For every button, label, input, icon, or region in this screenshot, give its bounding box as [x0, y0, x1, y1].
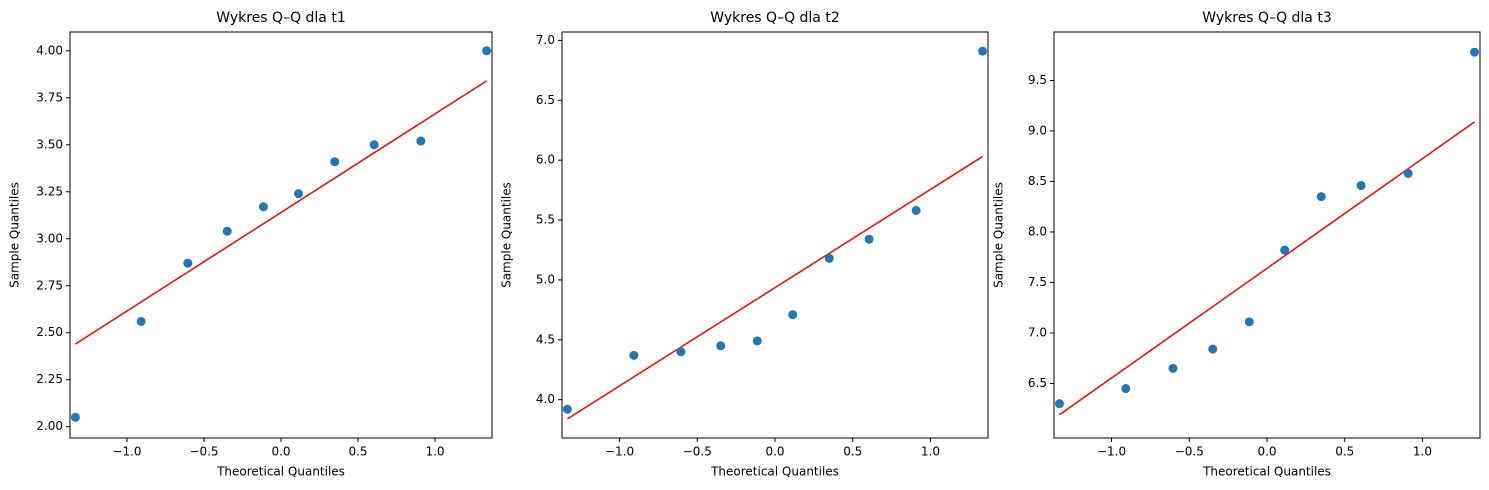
axes-frame: [561, 31, 989, 439]
point: [1470, 47, 1480, 57]
point: [1121, 384, 1131, 394]
y-tick-label: 6.5: [1028, 376, 1047, 390]
point: [629, 350, 639, 360]
point: [258, 202, 268, 212]
y-tick-label: 2.00: [36, 419, 63, 433]
point: [1054, 399, 1064, 409]
x-tick-label: 1.0: [1413, 445, 1432, 459]
point: [416, 136, 426, 146]
fit-line: [567, 155, 983, 420]
y-tick-label: 3.50: [36, 137, 63, 151]
point: [222, 226, 232, 236]
y-axis-label: Sample Quantiles: [8, 182, 22, 288]
point: [294, 189, 304, 199]
point: [978, 46, 988, 56]
y-tick-label: 5.5: [536, 213, 555, 227]
fit-line: [1059, 121, 1475, 416]
axes-frame: [1053, 31, 1481, 439]
y-tick-label: 4.5: [536, 332, 555, 346]
point: [752, 336, 762, 346]
point: [788, 310, 798, 320]
panel: Wykres Q–Q dla t2 Theoretical Quantiles Sa…: [500, 10, 989, 479]
point: [330, 157, 340, 167]
panel-title: Wykres Q–Q dla t1: [216, 10, 346, 26]
y-tick-label: 2.25: [36, 372, 63, 386]
y-tick-label: 9.0: [1028, 123, 1047, 137]
y-tick-label: 5.0: [536, 272, 555, 286]
x-tick-label: −1.0: [112, 445, 141, 459]
y-tick-label: 4.00: [36, 43, 63, 57]
x-tick-label: −0.5: [683, 445, 712, 459]
x-axis-label: Theoretical Quantiles: [216, 465, 345, 479]
x-tick-label: −0.5: [1175, 445, 1204, 459]
point: [1280, 245, 1290, 255]
point: [864, 234, 874, 244]
panel-title: Wykres Q–Q dla t3: [1202, 10, 1332, 26]
x-tick-label: −1.0: [605, 445, 634, 459]
y-tick-label: 3.00: [36, 231, 63, 245]
y-axis-label: Sample Quantiles: [500, 182, 514, 288]
y-axis-label: Sample Quantiles: [992, 182, 1006, 288]
y-tick-label: 3.25: [36, 184, 63, 198]
point: [824, 253, 834, 263]
y-tick-label: 4.0: [536, 392, 555, 406]
point: [136, 316, 146, 326]
x-tick-label: 0.5: [1335, 445, 1354, 459]
point: [482, 46, 492, 56]
y-tick-label: 8.0: [1028, 224, 1047, 238]
x-axis-label: Theoretical Quantiles: [710, 465, 839, 479]
x-tick-label: 0.5: [348, 445, 367, 459]
x-tick-label: 0.0: [765, 445, 784, 459]
x-tick-label: 1.0: [921, 445, 940, 459]
point: [183, 258, 193, 268]
fit-line: [74, 80, 488, 345]
point: [1168, 363, 1178, 373]
y-tick-label: 7.0: [536, 33, 555, 47]
axes-frame: [69, 31, 493, 439]
x-axis-label: Theoretical Quantiles: [1202, 465, 1331, 479]
y-tick-label: 6.0: [536, 153, 555, 167]
y-tick-label: 2.75: [36, 278, 63, 292]
point: [1356, 181, 1366, 191]
point: [1208, 344, 1218, 354]
x-tick-label: −0.5: [189, 445, 218, 459]
y-tick-label: 8.5: [1028, 174, 1047, 188]
x-tick-label: 1.0: [425, 445, 444, 459]
panel: Wykres Q–Q dla t1 Theoretical Quantiles Sa…: [8, 10, 493, 479]
x-tick-label: −1.0: [1097, 445, 1126, 459]
y-tick-label: 2.50: [36, 325, 63, 339]
point: [911, 205, 921, 215]
y-tick-label: 6.5: [536, 93, 555, 107]
x-tick-label: 0.0: [271, 445, 290, 459]
x-tick-label: 0.0: [1257, 445, 1276, 459]
point: [1316, 192, 1326, 202]
y-tick-label: 7.0: [1028, 325, 1047, 339]
y-tick-label: 7.5: [1028, 275, 1047, 289]
point: [562, 404, 572, 414]
y-tick-label: 3.75: [36, 90, 63, 104]
point: [70, 412, 80, 422]
point: [1244, 317, 1254, 327]
panel-title: Wykres Q–Q dla t2: [710, 10, 840, 26]
point: [716, 341, 726, 351]
point: [1403, 168, 1413, 178]
panel: Wykres Q–Q dla t3 Theoretical Quantiles Sa…: [992, 10, 1481, 479]
x-tick-label: 0.5: [843, 445, 862, 459]
point: [676, 347, 686, 357]
point: [369, 140, 379, 150]
y-tick-label: 9.5: [1028, 73, 1047, 87]
